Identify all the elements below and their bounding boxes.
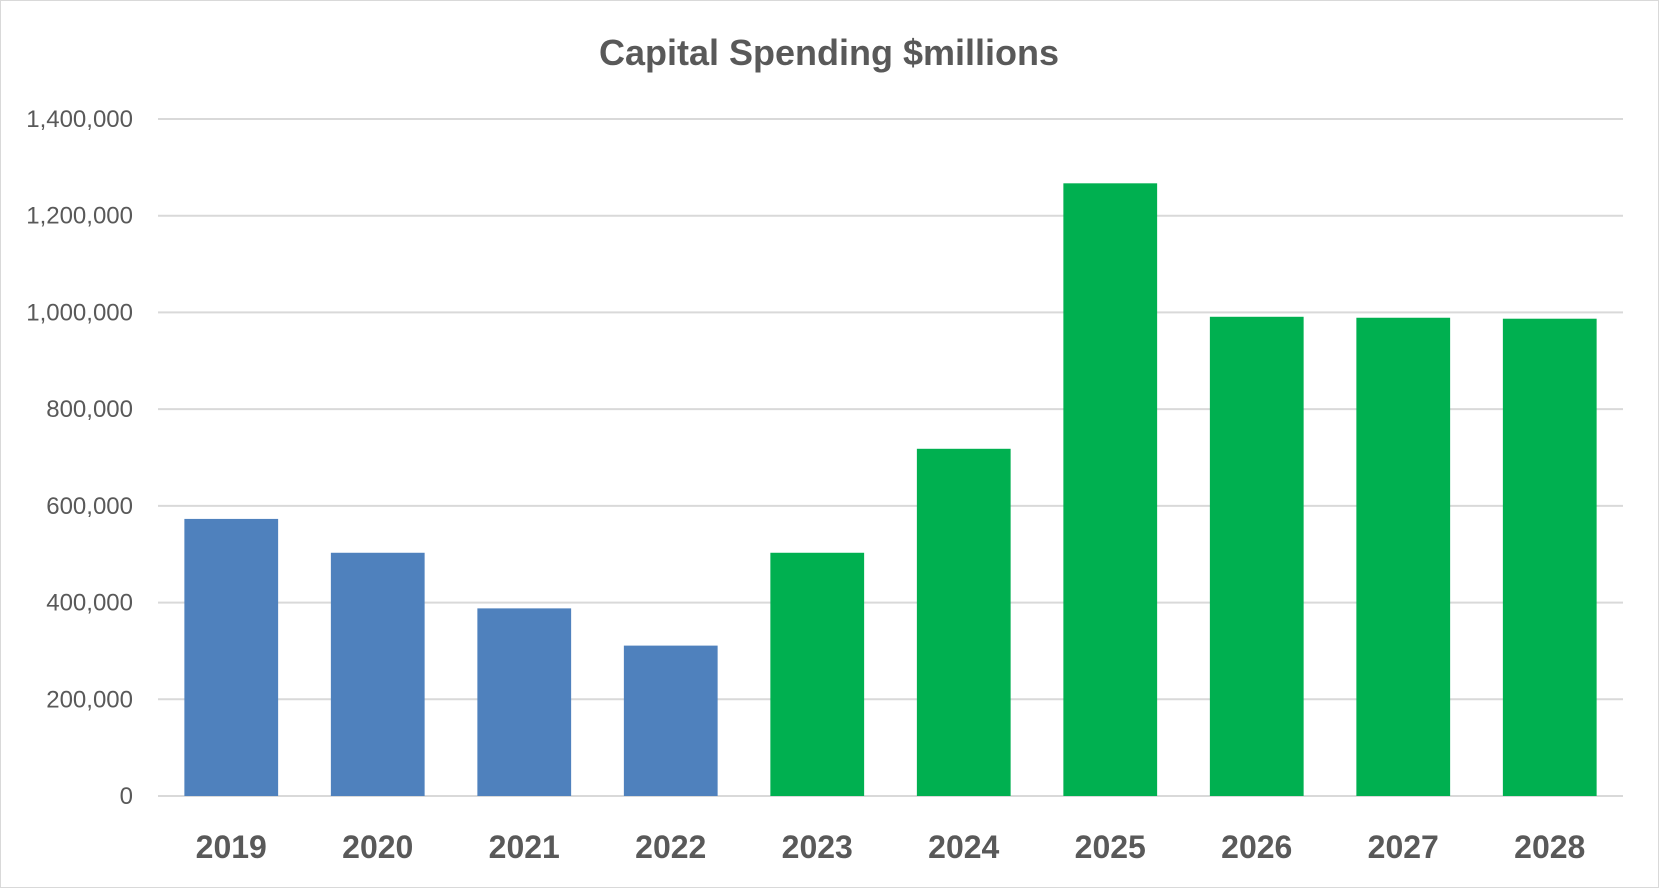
x-tick-label: 2028: [1514, 829, 1585, 865]
x-tick-label: 2025: [1075, 829, 1146, 865]
y-axis-tick-labels: 0 200,000 400,000 600,000 800,000 1,000,000 1,…: [26, 106, 133, 810]
x-tick-label: 2026: [1221, 829, 1292, 865]
y-tick-label: 1,400,000: [26, 106, 133, 133]
bar-2021: [477, 608, 572, 796]
bar-2024: [916, 448, 1011, 796]
bar-2027: [1356, 317, 1451, 796]
x-tick-label: 2023: [782, 829, 853, 865]
bar-2023: [770, 552, 865, 796]
bar-2028: [1502, 318, 1597, 796]
x-tick-label: 2020: [342, 829, 413, 865]
y-tick-label: 800,000: [46, 396, 133, 423]
bar-2022: [623, 645, 718, 796]
x-tick-label: 2022: [635, 829, 706, 865]
x-axis-tick-labels: 2019 2020 2021 2022 2023 2024 2025 2026 2027 2028: [196, 829, 1586, 865]
bars: [184, 183, 1597, 796]
bar-2025: [1063, 183, 1158, 796]
x-tick-label: 2024: [928, 829, 999, 865]
chart-title: Capital Spending $millions: [599, 32, 1059, 73]
x-tick-label: 2021: [489, 829, 560, 865]
x-tick-label: 2019: [196, 829, 267, 865]
y-tick-label: 600,000: [46, 493, 133, 520]
bar-2026: [1209, 316, 1304, 796]
y-tick-label: 1,000,000: [26, 299, 133, 326]
y-tick-label: 0: [120, 783, 133, 810]
bar-2020: [330, 552, 425, 796]
y-tick-label: 200,000: [46, 686, 133, 713]
y-tick-label: 400,000: [46, 590, 133, 617]
bar-2019: [184, 518, 279, 796]
x-tick-label: 2027: [1368, 829, 1439, 865]
y-tick-label: 1,200,000: [26, 203, 133, 230]
